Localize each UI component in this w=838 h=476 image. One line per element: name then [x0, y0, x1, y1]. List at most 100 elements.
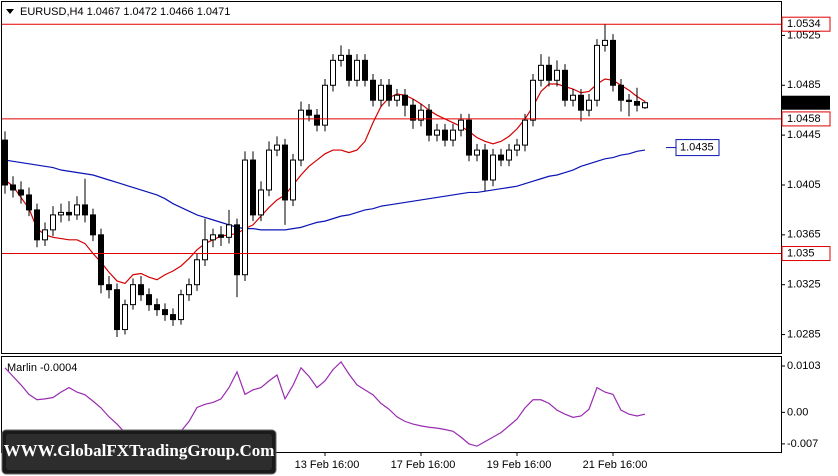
- candle-body: [322, 84, 328, 126]
- candle-body: [194, 259, 200, 286]
- candle-body: [34, 209, 40, 241]
- x-tick-label: 19 Feb 16:00: [487, 459, 552, 471]
- level-label: 1.035: [787, 247, 815, 259]
- candle-body: [386, 84, 392, 101]
- candle-body: [154, 304, 160, 311]
- candle-body: [242, 159, 248, 276]
- y-tick-label: 1.0285: [787, 328, 821, 340]
- candle-body: [330, 59, 336, 86]
- y-tick-label: 1.0365: [787, 229, 821, 241]
- watermark-inner: [6, 434, 272, 470]
- candle-body: [10, 184, 16, 191]
- candle-body: [562, 69, 568, 101]
- x-tick-label: 13 Feb 16:00: [295, 459, 360, 471]
- candle-body: [450, 129, 456, 141]
- candle-body: [418, 109, 424, 121]
- indicator-title: Marlin -0.0004: [7, 362, 77, 374]
- candle-body: [146, 294, 152, 306]
- candle-body: [634, 100, 640, 106]
- level-label-box: [781, 16, 831, 32]
- candle-body: [346, 54, 352, 81]
- candle-body: [202, 239, 208, 261]
- candle-body: [218, 234, 224, 238]
- candle-body: [178, 294, 184, 321]
- watermark-text: WWW.GlobalFXTradingGroup.Com: [4, 441, 275, 460]
- candle-body: [106, 284, 112, 291]
- candle-body: [394, 94, 400, 101]
- candle-body: [514, 144, 520, 151]
- candle-body: [570, 94, 576, 101]
- candle-body: [266, 149, 272, 191]
- candle-body: [474, 149, 480, 156]
- ma-label-box: [675, 139, 720, 157]
- candle-body: [74, 204, 80, 216]
- y-tick-label: 0.00: [787, 406, 808, 418]
- level-label-box: [781, 246, 831, 262]
- candle-body: [130, 284, 136, 306]
- y-tick-label: -0.007: [787, 438, 818, 450]
- candle-body: [538, 64, 544, 81]
- candle-body: [586, 99, 592, 111]
- candle-body: [282, 144, 288, 201]
- candle-body: [274, 144, 280, 151]
- candle-body: [554, 69, 560, 81]
- candle-body: [98, 234, 104, 286]
- candle-body: [362, 59, 368, 81]
- y-tick-label: 1.0445: [787, 129, 821, 141]
- x-tick-label: 17 Feb 16:00: [391, 459, 456, 471]
- candle-body: [258, 189, 264, 216]
- candle-body: [42, 229, 48, 241]
- candle-body: [250, 159, 256, 216]
- candle-body: [490, 154, 496, 181]
- moving-average-line: [4, 78, 646, 285]
- candle-body: [226, 224, 232, 238]
- candle-body: [410, 104, 416, 121]
- y-tick-label: 1.0325: [787, 279, 821, 291]
- level-label: 1.0458: [787, 113, 821, 125]
- candle-body: [290, 159, 296, 201]
- candle-body: [482, 149, 488, 181]
- level-label-box: [781, 111, 831, 127]
- candle-body: [58, 211, 64, 216]
- candle-body: [602, 39, 608, 46]
- candle-body: [234, 224, 240, 276]
- menu-arrow[interactable]: [6, 9, 14, 14]
- candle-body: [186, 284, 192, 296]
- moving-average-line: [4, 149, 646, 231]
- candle-body: [434, 129, 440, 136]
- candle-body: [2, 139, 8, 186]
- candle-body: [618, 84, 624, 101]
- candle-body: [442, 129, 448, 141]
- candle-body: [122, 304, 128, 331]
- candle-body: [338, 54, 344, 61]
- last-price-box: [782, 95, 830, 110]
- watermark: WWW.GlobalFXTradingGroup.Com: [1, 429, 277, 475]
- candle-body: [378, 84, 384, 101]
- candle-body: [594, 44, 600, 101]
- y-tick-label: 1.0525: [787, 29, 821, 41]
- candle-body: [578, 94, 584, 111]
- candle-body: [466, 119, 472, 156]
- ma-label: 1.0435: [680, 141, 714, 153]
- candle-body: [162, 309, 168, 316]
- candle-body: [314, 114, 320, 126]
- candle-body: [170, 314, 176, 321]
- candle-body: [458, 119, 464, 131]
- candle-body: [402, 94, 408, 106]
- candle-body: [626, 99, 632, 102]
- candle-body: [82, 204, 88, 216]
- candle-body: [530, 79, 536, 121]
- x-tick-label: 21 Feb 16:00: [583, 459, 648, 471]
- candle-body: [18, 189, 24, 196]
- y-tick-label: 0.0103: [787, 360, 821, 372]
- candle-body: [66, 211, 72, 216]
- candle-body: [546, 64, 552, 81]
- candle-body: [298, 109, 304, 161]
- chart-title: EURUSD,H4 1.0467 1.0472 1.0466 1.0471: [20, 6, 230, 18]
- last-price-label: 1.0471: [787, 97, 821, 109]
- candle-body: [522, 119, 528, 146]
- candle-body: [138, 284, 144, 296]
- level-label: 1.0534: [787, 18, 821, 30]
- candle-body: [370, 79, 376, 101]
